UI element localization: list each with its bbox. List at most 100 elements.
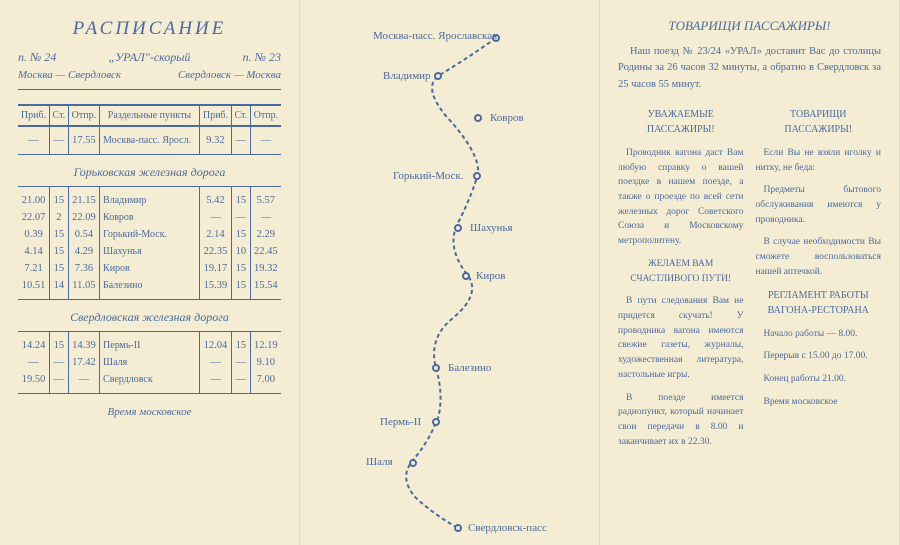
train-name: „УРАЛ"-скорый: [109, 50, 191, 65]
info-col-b: ТОВАРИЩИ ПАССАЖИРЫ! Если Вы не взяли иго…: [756, 107, 882, 458]
cell-time: 15: [231, 226, 250, 243]
colA-p1: Проводник вагона даст Вам любую справку …: [618, 146, 744, 249]
cell-time: 7.00: [250, 371, 281, 394]
table-row: 14.241514.39Пермь-II12.041512.19: [18, 332, 281, 355]
info-title: ТОВАРИЩИ ПАССАЖИРЫ!: [618, 18, 881, 34]
col-stop2: Ст.: [231, 105, 250, 126]
col-station: Раздельные пункты: [100, 105, 200, 126]
cell-time: 15: [50, 226, 69, 243]
route-map-panel: Москва-пасс. ЯрославскаяВладимирКовровГо…: [300, 0, 600, 545]
cell-time: 15: [50, 187, 69, 210]
route-stop-label: Шаля: [366, 456, 393, 468]
table-row: 21.001521.15Владимир5.42155.57: [18, 187, 281, 210]
cell-time: 21.15: [68, 187, 99, 210]
cell-time: 21.00: [18, 187, 50, 210]
cell-time: —: [250, 126, 281, 155]
colB-heading: ТОВАРИЩИ ПАССАЖИРЫ!: [756, 107, 882, 138]
cell-time: 15: [50, 243, 69, 260]
table-row: ——17.42Шаля——9.10: [18, 354, 281, 371]
colA-p4: В поезде имеется радиопункт, который нач…: [618, 391, 744, 450]
cell-time: —: [50, 354, 69, 371]
cell-time: 10: [231, 243, 250, 260]
info-columns: УВАЖАЕМЫЕ ПАССАЖИРЫ! Проводник вагона да…: [618, 107, 881, 458]
cell-time: 14.24: [18, 332, 50, 355]
time-footnote: Время московское: [18, 406, 281, 418]
cell-time: —: [68, 371, 99, 394]
cell-time: —: [199, 209, 231, 226]
cell-time: 5.42: [199, 187, 231, 210]
section-label: Горьковская железная дорога: [18, 155, 281, 187]
cell-time: 15: [231, 332, 250, 355]
cell-station: Киров: [100, 260, 200, 277]
section-heading: Свердловская железная дорога: [18, 300, 281, 332]
cell-time: 15: [231, 260, 250, 277]
cell-time: 15.54: [250, 277, 281, 300]
col-dep1: Отпр.: [68, 105, 99, 126]
route-stop-dot: [462, 272, 470, 280]
cell-time: 19.17: [199, 260, 231, 277]
cell-time: —: [231, 209, 250, 226]
cell-time: 9.10: [250, 354, 281, 371]
route-stop-dot: [454, 524, 462, 532]
route-header: п. № 24 „УРАЛ"-скорый п. № 23: [18, 50, 281, 65]
cell-time: 19.50: [18, 371, 50, 394]
table-row: 7.21157.36Киров19.171519.32: [18, 260, 281, 277]
colA-heading: УВАЖАЕМЫЕ ПАССАЖИРЫ!: [618, 107, 744, 138]
info-intro: Наш поезд № 23/24 «УРАЛ» доставит Вас до…: [618, 44, 881, 93]
cell-time: 15: [50, 260, 69, 277]
train-no-left: п. № 24: [18, 50, 56, 65]
cell-time: 11.05: [68, 277, 99, 300]
cell-time: 15: [231, 277, 250, 300]
cell-time: 2.29: [250, 226, 281, 243]
col-arr2: Приб.: [199, 105, 231, 126]
cell-station: Владимир: [100, 187, 200, 210]
cell-station: Шаля: [100, 354, 200, 371]
colB-heading2: РЕГЛАМЕНТ РАБОТЫ ВАГОНА-РЕСТОРАНА: [756, 288, 882, 319]
route-stop-label: Шахунья: [470, 222, 513, 234]
route-stop-dot: [434, 72, 442, 80]
colB-p4: Начало работы — 8.00.: [756, 327, 882, 342]
cell-time: 9.32: [199, 126, 231, 155]
route-sub: Москва — Свердловск Свердловск — Москва: [18, 69, 281, 90]
cell-time: —: [50, 371, 69, 394]
cell-time: 22.45: [250, 243, 281, 260]
cell-time: 2: [50, 209, 69, 226]
table-row: 19.50——Свердловск——7.00: [18, 371, 281, 394]
cell-time: 22.09: [68, 209, 99, 226]
table-row: 10.511411.05Балезино15.391515.54: [18, 277, 281, 300]
schedule-panel: РАСПИСАНИЕ п. № 24 „УРАЛ"-скорый п. № 23…: [0, 0, 300, 545]
schedule-title: РАСПИСАНИЕ: [18, 18, 281, 40]
cell-time: 0.54: [68, 226, 99, 243]
route-stop-label: Балезино: [448, 362, 491, 374]
cell-time: 14: [50, 277, 69, 300]
cell-time: 7.36: [68, 260, 99, 277]
route-map: Москва-пасс. ЯрославскаяВладимирКовровГо…: [318, 18, 581, 535]
route-stop-dot: [473, 172, 481, 180]
info-panel: ТОВАРИЩИ ПАССАЖИРЫ! Наш поезд № 23/24 «У…: [600, 0, 900, 545]
route-stop-label: Ковров: [490, 112, 524, 124]
table-row: ——17.55Москва-пасс. Яросл.9.32——: [18, 126, 281, 155]
col-arr1: Приб.: [18, 105, 50, 126]
section-heading: Горьковская железная дорога: [18, 155, 281, 187]
route-stop-dot: [474, 114, 482, 122]
table-row: 4.14154.29Шахунья22.351022.45: [18, 243, 281, 260]
colB-p3: В случае необходимости Вы сможете воспол…: [756, 235, 882, 279]
table-row: 22.07222.09Ковров———: [18, 209, 281, 226]
cell-time: 4.14: [18, 243, 50, 260]
colB-p6: Конец работы 21.00.: [756, 372, 882, 387]
colB-p1: Если Вы не взяли иголку и нитку, не беда…: [756, 146, 882, 175]
cell-time: 2.14: [199, 226, 231, 243]
cell-time: 15.39: [199, 277, 231, 300]
cell-time: —: [231, 371, 250, 394]
train-no-right: п. № 23: [243, 50, 281, 65]
cell-time: 5.57: [250, 187, 281, 210]
cell-time: 22.35: [199, 243, 231, 260]
cell-time: —: [50, 126, 69, 155]
cell-time: 14.39: [68, 332, 99, 355]
col-stop1: Ст.: [50, 105, 69, 126]
cell-time: 19.32: [250, 260, 281, 277]
col-dep2: Отпр.: [250, 105, 281, 126]
schedule-table: Приб. Ст. Отпр. Раздельные пункты Приб. …: [18, 104, 281, 394]
cell-time: 0.39: [18, 226, 50, 243]
route-right: Свердловск — Москва: [178, 69, 281, 81]
